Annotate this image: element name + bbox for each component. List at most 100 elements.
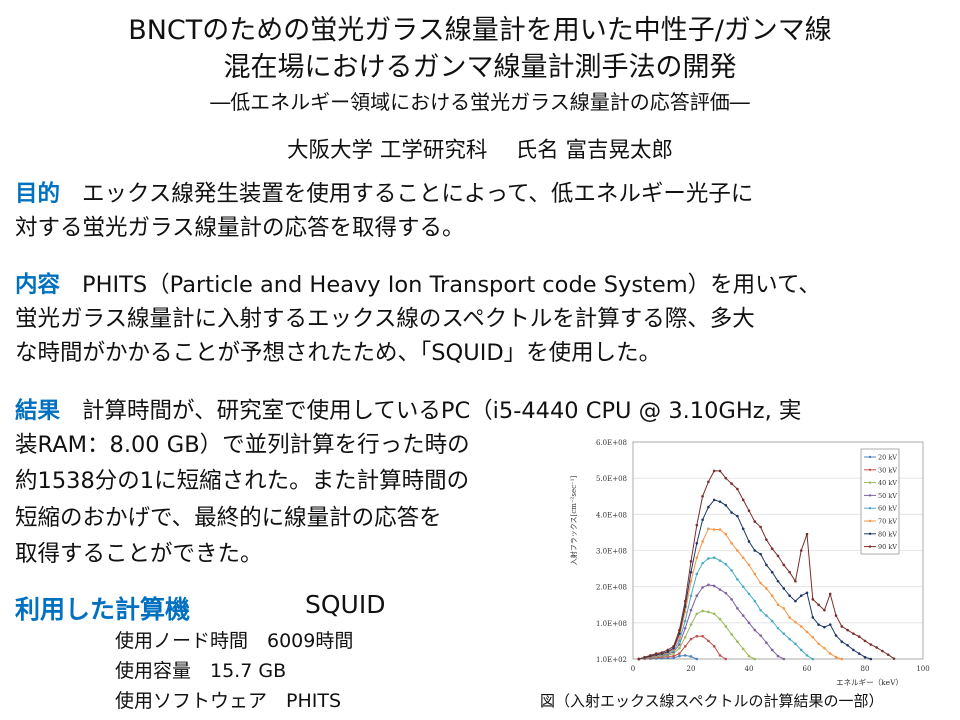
data-point	[834, 614, 838, 617]
result-heading: 結果	[15, 398, 61, 424]
data-point	[695, 634, 699, 638]
data-point	[828, 652, 832, 655]
data-point	[730, 541, 733, 545]
legend-label: 50 kV	[878, 492, 897, 500]
legend-label: 20 kV	[878, 454, 897, 462]
data-point	[840, 657, 844, 661]
data-point	[753, 520, 757, 523]
data-point	[712, 584, 716, 588]
data-point	[747, 509, 751, 513]
content-line-2: 蛍光ガラス線量計に入射するエックス線のスペクトルを計算する際、多大	[15, 306, 755, 332]
data-point	[747, 592, 751, 596]
data-point	[724, 476, 728, 480]
y-tick-label: 3.0E+08	[596, 548, 627, 556]
series-line	[638, 584, 785, 660]
data-point	[811, 598, 815, 601]
data-point	[765, 563, 768, 567]
data-point	[741, 585, 745, 588]
data-point	[672, 652, 675, 655]
legend-marker	[868, 507, 872, 510]
data-point	[881, 649, 884, 653]
data-point	[805, 630, 809, 634]
data-point	[643, 655, 646, 659]
data-point	[683, 636, 687, 639]
data-point	[724, 625, 728, 628]
data-point	[799, 625, 803, 628]
data-point	[724, 657, 728, 661]
legend-label: 40 kV	[878, 479, 897, 487]
data-point	[695, 657, 699, 661]
y-axis-label: 入射フラックス[cm⁻²sec⁻¹]	[569, 475, 578, 565]
x-tick-label: 0	[631, 665, 635, 673]
figure-caption: 図（入射エックス線スペクトルの計算結果の一部）	[540, 692, 884, 710]
purpose-line-1: 目的 エックス線発生装置を使用することによって、低エネルギー光子に	[15, 176, 753, 208]
data-point	[846, 643, 849, 647]
data-point	[678, 652, 681, 655]
data-point	[707, 505, 710, 509]
legend-marker	[868, 455, 872, 459]
data-point	[794, 579, 797, 583]
legend-label: 60 kV	[878, 505, 897, 513]
result-line-1: 結果 計算時間が、研究室で使用しているPC（i5-4440 CPU @ 3.10G…	[15, 393, 801, 425]
series-line	[638, 635, 727, 660]
data-point	[869, 657, 873, 661]
data-point	[678, 646, 681, 650]
data-point	[678, 654, 681, 658]
data-point	[852, 632, 855, 635]
x-tick-label: 40	[745, 665, 754, 673]
data-point	[730, 569, 733, 572]
data-point	[707, 527, 710, 531]
data-point	[753, 657, 757, 661]
data-point	[811, 657, 815, 661]
legend-label: 70 kV	[878, 518, 897, 526]
data-point	[707, 480, 710, 484]
data-point	[817, 603, 820, 607]
data-point	[718, 654, 722, 657]
y-tick-label: 6.0E+08	[596, 439, 627, 447]
data-point	[672, 646, 675, 650]
data-point	[637, 657, 641, 661]
data-point	[770, 594, 774, 598]
data-point	[863, 655, 867, 659]
data-point	[788, 594, 791, 598]
data-point	[782, 632, 786, 635]
legend-marker	[868, 481, 872, 484]
series-line	[638, 557, 814, 660]
data-point	[788, 616, 791, 619]
data-point	[828, 623, 832, 626]
data-point	[834, 655, 838, 659]
data-point	[759, 608, 762, 612]
data-point	[794, 620, 797, 624]
purpose-text-1: エックス線発生装置を使用することによって、低エネルギー光子に	[82, 181, 754, 207]
data-point	[765, 587, 768, 590]
data-point	[770, 570, 774, 574]
data-point	[724, 532, 728, 536]
data-point	[689, 623, 693, 626]
data-point	[683, 645, 687, 648]
content-line-1: 内容 PHITS（Particle and Heavy Ion Transport…	[15, 267, 821, 299]
data-point	[805, 591, 809, 595]
data-point	[741, 498, 745, 502]
data-point	[724, 503, 728, 507]
legend-box	[860, 448, 900, 555]
data-point	[799, 648, 803, 652]
y-tick-label: 4.0E+08	[596, 511, 627, 519]
data-point	[869, 643, 873, 646]
data-point	[805, 654, 809, 657]
data-point	[753, 628, 757, 632]
data-point	[765, 538, 768, 541]
data-point	[741, 647, 745, 651]
data-point	[712, 556, 716, 560]
result-line-2: 装RAM：8.00 GB）で並列計算を行った時の	[15, 432, 470, 458]
data-point	[799, 549, 803, 552]
data-point	[828, 592, 832, 596]
data-point	[805, 532, 809, 536]
data-point	[834, 634, 838, 637]
result-text-1: 計算時間が、研究室で使用しているPC（i5-4440 CPU @ 3.10GHz…	[82, 398, 802, 424]
data-point	[707, 583, 710, 587]
data-point	[776, 626, 780, 630]
data-point	[730, 633, 733, 636]
data-point	[741, 527, 745, 531]
data-point	[753, 549, 757, 552]
data-point	[886, 653, 890, 656]
